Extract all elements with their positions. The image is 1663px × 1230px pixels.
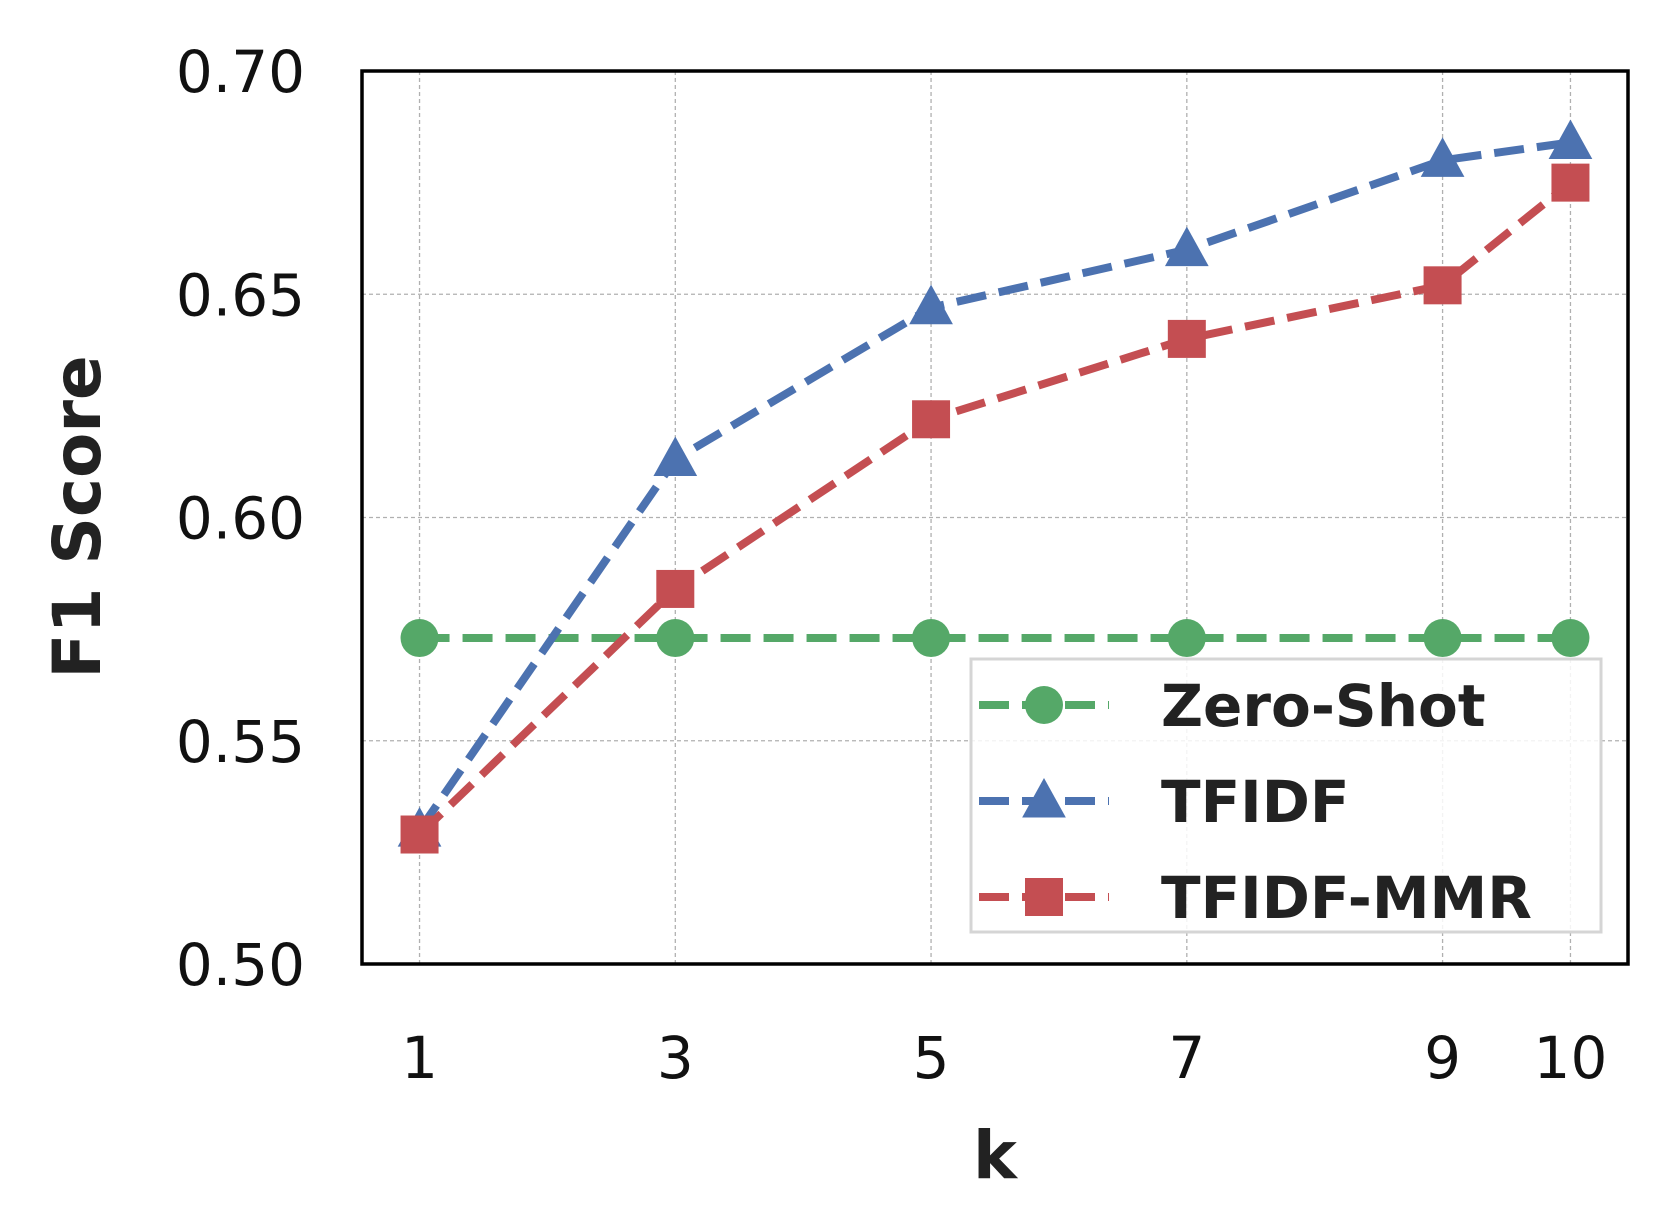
y-tick-label-0.60: 0.60 [176, 485, 305, 553]
data-point-zero-shot-k5 [912, 619, 951, 658]
y-tick-label-0.65: 0.65 [176, 261, 305, 329]
series-tfidf-mmr [400, 163, 1590, 854]
y-tick-label-0.50: 0.50 [176, 931, 305, 999]
legend-swatch-marker [1025, 686, 1063, 724]
x-tick-label-3: 3 [657, 1024, 694, 1092]
y-axis-title: F1 Score [39, 355, 116, 678]
series-line-tfidf [416, 138, 1572, 833]
plot-frame [360, 69, 1630, 966]
data-point-zero-shot-k7 [1167, 619, 1206, 658]
data-point-tfidf-k10 [1548, 119, 1593, 159]
data-point-tfidf-mmr-k5 [912, 400, 951, 439]
x-tick-labels: 1 3 5 7 9 10 [401, 1024, 1607, 1092]
legend-swatch-marker [1025, 878, 1063, 916]
data-point-tfidf-mmr-k7 [1167, 319, 1206, 358]
data-point-zero-shot-k1 [400, 619, 439, 658]
x-axis-title: k [973, 1117, 1019, 1194]
y-tick-label-0.55: 0.55 [176, 708, 305, 776]
legend: Zero-Shot TFIDF TFIDF-MMR [969, 657, 1603, 934]
x-tick-label-5: 5 [913, 1024, 950, 1092]
data-point-zero-shot-k10 [1551, 619, 1590, 658]
legend-label: Zero-Shot [1161, 672, 1486, 740]
legend-label: TFIDF [1161, 768, 1350, 836]
x-tick-label-10: 10 [1534, 1024, 1608, 1092]
legend-swatch-marker [1022, 778, 1066, 818]
data-point-zero-shot-k3 [656, 619, 695, 658]
y-tick-labels: 0.50 0.55 0.60 0.65 0.70 [176, 38, 305, 999]
legend-item-tfidf-mmr: TFIDF-MMR [979, 864, 1532, 932]
series-zero-shot [400, 619, 1590, 658]
data-point-tfidf-mmr-k10 [1551, 163, 1590, 202]
data-point-zero-shot-k9 [1423, 619, 1462, 658]
data-point-tfidf-k7 [1164, 226, 1209, 267]
x-tick-label-1: 1 [401, 1024, 438, 1092]
series-layer [397, 119, 1593, 854]
y-tick-label-0.70: 0.70 [176, 38, 305, 106]
legend-label: TFIDF-MMR [1161, 864, 1532, 932]
series-tfidf [397, 119, 1593, 847]
data-point-tfidf-k5 [909, 284, 953, 325]
x-tick-label-7: 7 [1168, 1024, 1205, 1092]
legend-item-zero-shot: Zero-Shot [979, 672, 1486, 740]
x-tick-label-9: 9 [1424, 1024, 1461, 1092]
data-point-tfidf-k3 [653, 436, 698, 477]
data-point-tfidf-k9 [1420, 137, 1465, 177]
data-point-tfidf-mmr-k9 [1423, 266, 1462, 305]
series-line-tfidf-mmr [416, 179, 1573, 838]
legend-item-tfidf: TFIDF [979, 768, 1350, 836]
data-point-tfidf-mmr-k1 [400, 815, 439, 854]
data-point-tfidf-mmr-k3 [656, 569, 695, 608]
